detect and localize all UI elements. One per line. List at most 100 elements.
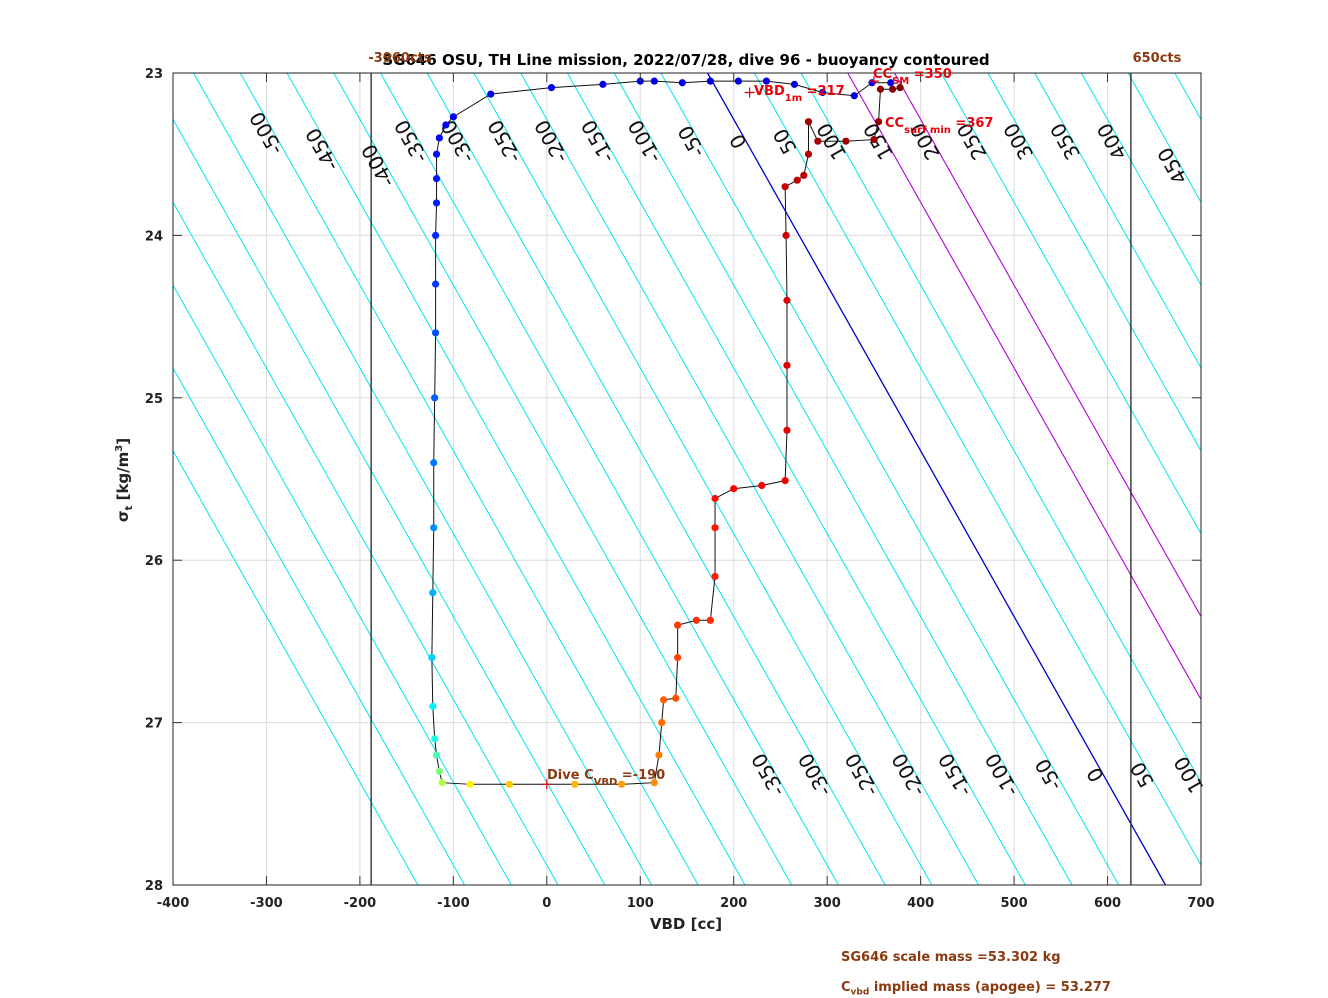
contour-label-bottom: -300 [793, 749, 836, 800]
vbd-1m-marker [744, 87, 755, 98]
buoyancy-contour [173, 201, 559, 885]
buoyancy-contour [847, 73, 1201, 701]
data-point [655, 751, 663, 759]
data-point [762, 77, 771, 85]
y-axis-label: σt [kg/m3] [114, 438, 135, 522]
contour-label-top: 0 [725, 130, 752, 153]
data-point [438, 779, 446, 787]
data-point [435, 134, 443, 142]
x-tick-label: 500 [1001, 896, 1028, 911]
dive-track [431, 80, 901, 785]
x-tick-label: -400 [157, 896, 190, 911]
contour-label-top: -200 [530, 116, 573, 167]
data-point [706, 77, 714, 85]
data-point [672, 694, 680, 702]
contour-label-top: 50 [768, 124, 801, 158]
contour-label-bottom: -200 [887, 749, 930, 800]
x-axis-label: VBD [cc] [650, 915, 722, 933]
data-point [818, 88, 827, 97]
data-point [692, 616, 700, 624]
data-point [842, 137, 850, 145]
svg-text:Dive CVBD =-190: Dive CVBD =-190 [547, 768, 665, 788]
data-point [429, 589, 437, 597]
data-point [730, 485, 738, 493]
data-point [887, 79, 895, 87]
buoyancy-contour [1222, 73, 1328, 885]
data-point [782, 231, 790, 239]
data-point [781, 477, 789, 485]
data-point [431, 394, 439, 402]
vbd-1m-annotation: VBD1m =217 [754, 84, 845, 104]
buoyancy-contours [173, 73, 1328, 885]
data-point [804, 118, 813, 126]
buoyancy-contour [706, 73, 1167, 885]
buoyancy-contour [473, 73, 933, 885]
data-point [781, 183, 789, 191]
data-point [711, 524, 719, 532]
data-point [804, 150, 813, 158]
data-point [466, 780, 474, 788]
data-point [617, 780, 626, 788]
data-point [571, 780, 579, 788]
buoyancy-contour [173, 284, 512, 885]
data-point [432, 231, 440, 239]
buoyancy-contour [1127, 73, 1201, 204]
data-point [487, 90, 495, 98]
buoyancy-contour [1174, 73, 1201, 121]
contour-label-top: -400 [356, 140, 399, 191]
data-point [790, 80, 799, 88]
buoyancy-contour [613, 73, 1073, 885]
data-point [435, 767, 443, 775]
y-tick-label: 27 [145, 717, 163, 732]
contour-labels: -500 -450 -400-350 -300 -250 -200 -150 -100 -50 0… [245, 108, 1209, 801]
data-point [896, 84, 904, 92]
data-point [449, 113, 457, 121]
y-tick-label: 28 [145, 879, 163, 894]
data-point [783, 426, 791, 434]
contour-label-top: 450 [1153, 143, 1193, 188]
buoyancy-contour [193, 73, 652, 885]
contour-label-top: 350 [1045, 119, 1085, 164]
contour-label-top: -100 [623, 116, 666, 167]
x-tick-label: 0 [542, 896, 551, 911]
svg-text:CCSM =350: CCSM =350 [873, 67, 952, 87]
buoyancy-contour [173, 366, 466, 885]
buoyancy-contour [286, 73, 746, 885]
scale-mass-note: SG646 scale mass =53.302 kg [841, 950, 1061, 965]
data-point [800, 171, 808, 179]
data-point [870, 135, 878, 144]
data-point [734, 77, 743, 85]
x-tick-label: 400 [907, 896, 934, 911]
data-point [430, 524, 438, 532]
dive-track-line [431, 80, 901, 785]
buoyancy-contour [566, 73, 1026, 885]
buoyancy-contour [173, 449, 419, 885]
buoyancy-contour [1034, 73, 1201, 369]
data-point [650, 77, 658, 85]
data-point [711, 572, 719, 581]
x-tick-label: 300 [814, 896, 841, 911]
buoyancy-contour [380, 73, 839, 885]
data-point [431, 735, 439, 743]
markers [541, 76, 879, 790]
buoyancy-contour [520, 73, 980, 885]
y-tick-label: 26 [145, 554, 163, 569]
vbd-max-label: 650cts [1133, 51, 1182, 66]
vbd-min-label: -3960cts [368, 51, 431, 66]
data-point [758, 481, 766, 490]
buoyancy-contour [239, 73, 699, 885]
contour-label-top: -350 [389, 116, 432, 167]
vbd-limit-lines [370, 73, 1132, 885]
buoyancy-contour [660, 73, 1120, 885]
contour-label-top: -450 [301, 124, 344, 175]
cc-surf-min-annotation: CCsurf min =367 [885, 116, 993, 136]
contour-label-bottom: -350 [747, 749, 790, 800]
contour-label-bottom: -150 [933, 749, 976, 800]
data-point [432, 150, 441, 158]
contour-label-top: -250 [483, 116, 526, 167]
data-point [658, 719, 666, 727]
data-point [850, 92, 858, 100]
buoyancy-contour [333, 73, 793, 885]
contour-label-bottom: -250 [840, 749, 883, 800]
